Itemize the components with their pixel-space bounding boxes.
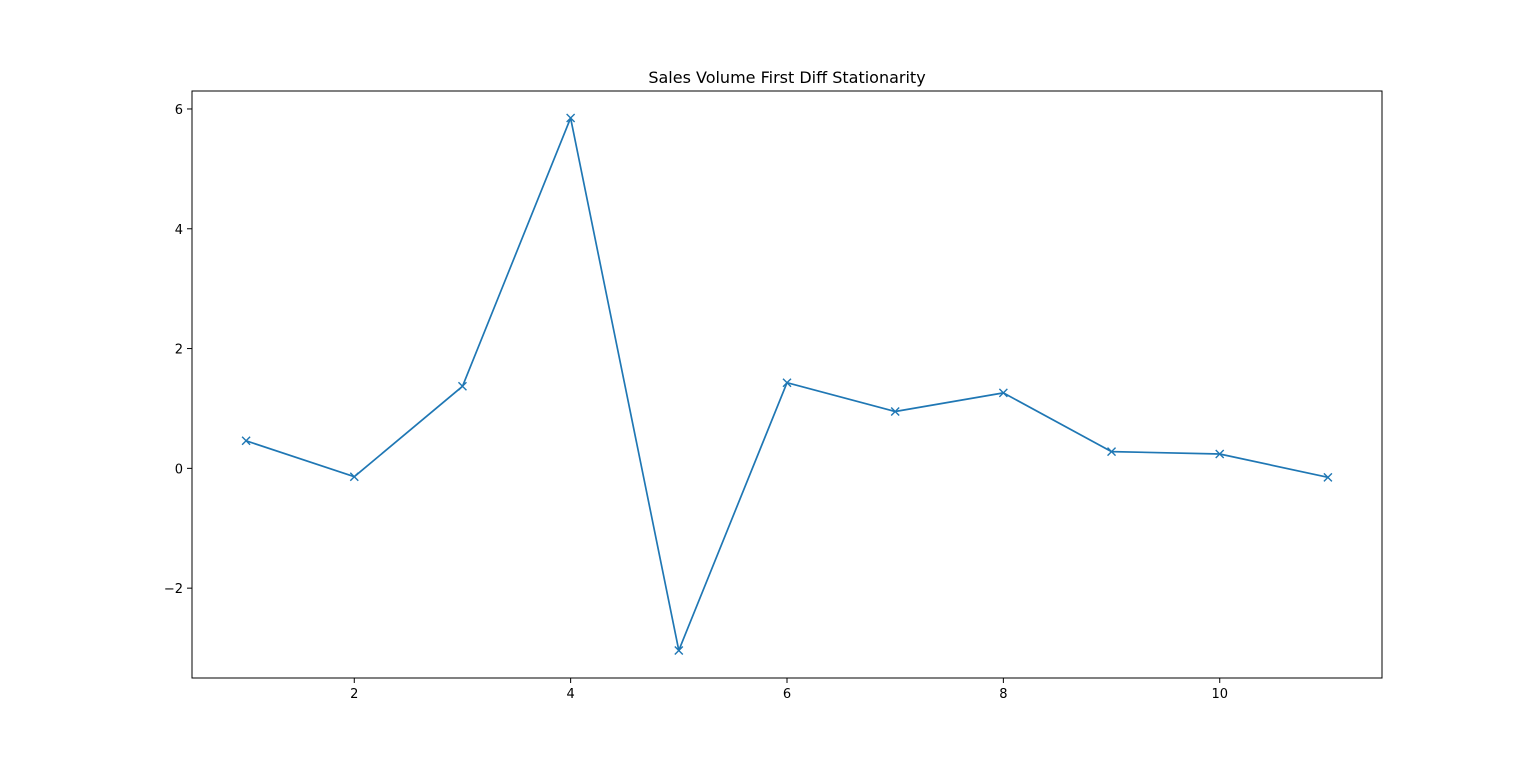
data-point-marker — [1107, 447, 1117, 457]
x-tick-label: 6 — [783, 687, 791, 702]
data-point-marker — [674, 645, 684, 655]
y-axis-ticks: −2 0 2 4 6 — [164, 103, 192, 597]
x-tick-label: 10 — [1211, 687, 1228, 702]
series-line — [245, 117, 1329, 652]
y-tick-label: −2 — [164, 582, 183, 597]
plot-area-frame — [191, 90, 1383, 679]
series-layer — [241, 113, 1333, 655]
chart-title: Sales Volume First Diff Stationarity — [648, 68, 925, 87]
data-point-marker — [998, 388, 1008, 398]
x-tick-label: 4 — [566, 687, 574, 702]
data-point-marker — [782, 378, 792, 388]
y-tick-label: 2 — [175, 343, 183, 358]
data-point-marker — [457, 381, 467, 391]
data-point-marker — [349, 472, 359, 482]
y-tick-label: 0 — [175, 462, 183, 477]
x-tick-label: 2 — [350, 687, 358, 702]
x-axis-ticks: 2 4 6 8 10 — [350, 678, 1228, 702]
data-point-marker — [566, 113, 576, 123]
y-tick-label: 6 — [175, 103, 183, 118]
data-point-marker — [1323, 472, 1333, 482]
data-point-marker — [1215, 449, 1225, 459]
data-point-marker — [890, 406, 900, 416]
y-tick-label: 4 — [175, 223, 183, 238]
x-tick-label: 8 — [999, 687, 1007, 702]
data-point-marker — [241, 436, 251, 446]
